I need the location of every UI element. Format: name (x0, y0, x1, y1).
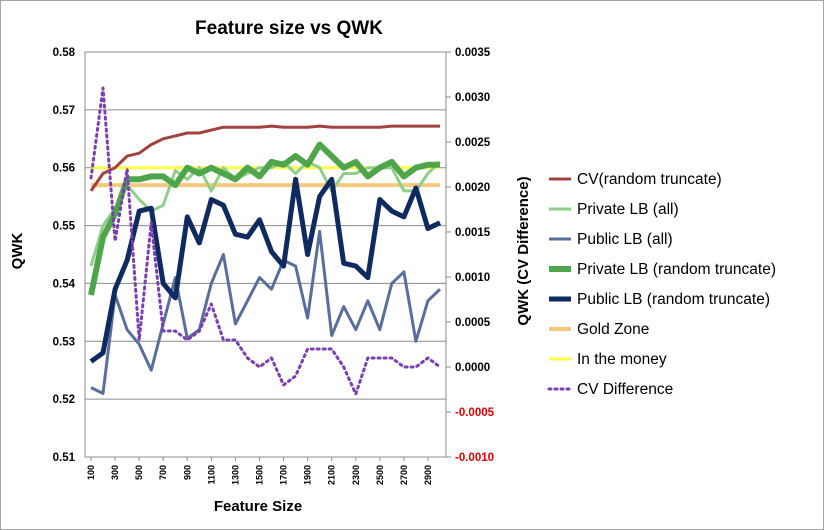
y2-tick-label: 0.0000 (455, 362, 490, 374)
chart-title: Feature size vs QWK (195, 18, 383, 39)
x-tick-label: 2700 (399, 465, 409, 485)
y2-tick-label: 0.0035 (455, 47, 491, 59)
y2-tick-label: 0.0015 (455, 227, 491, 239)
y2-axis-title: QWK (CV Difference) (515, 176, 532, 325)
legend-label: Private LB (random truncate) (577, 261, 776, 278)
legend-label: CV(random truncate) (577, 171, 722, 188)
y-tick-label: 0.51 (53, 452, 76, 464)
legend-label: In the money (577, 351, 667, 368)
legend: CV(random truncate) Private LB (all) Publi… (547, 171, 776, 398)
y2-tick-label: 0.0020 (455, 182, 490, 194)
x-tick-label: 1100 (206, 465, 216, 485)
x-axis-ticks: 100 300 500 700 900 1100 1300 1500 1700 1900 2100 2… (86, 457, 433, 485)
series-line-cv-difference (89, 86, 442, 396)
x-tick-label: 2900 (423, 465, 433, 485)
y-tick-label: 0.55 (53, 221, 76, 233)
y2-tick-label: 0.0025 (455, 137, 491, 149)
y2-tick-label: 0.0030 (455, 92, 490, 104)
y2-tick-label: -0.0005 (455, 407, 495, 419)
x-tick-label: 300 (110, 465, 120, 480)
legend-label: Gold Zone (577, 321, 649, 338)
x-tick-label: 1900 (303, 465, 313, 485)
y-axis-title: QWK (9, 233, 26, 270)
legend-label: CV Difference (577, 381, 673, 398)
y2-tick-label: 0.0010 (455, 272, 490, 284)
y2-tick-label: -0.0010 (455, 452, 494, 464)
y-tick-label: 0.57 (53, 105, 75, 117)
series-line-private-lb-random-truncate (88, 141, 440, 296)
y2-tick-label: 0.0005 (455, 317, 491, 329)
series-line-public-lb-all (90, 229, 442, 395)
x-tick-label: 700 (158, 465, 168, 480)
right-axis-ticks: -0.0010 -0.0005 0.0000 0.0005 0.0010 0.0015 0.… (446, 47, 495, 464)
legend-label: Private LB (all) (577, 201, 679, 218)
series-lines (88, 86, 442, 396)
x-tick-label: 2100 (327, 465, 337, 485)
y-tick-label: 0.52 (53, 394, 75, 406)
series-line-public-lb-random-truncate (89, 176, 442, 364)
x-axis-title: Feature Size (214, 498, 302, 515)
y-tick-label: 0.56 (53, 163, 75, 175)
legend-label: Public LB (all) (577, 231, 673, 248)
x-tick-label: 900 (182, 465, 192, 480)
x-tick-label: 2300 (351, 465, 361, 485)
x-tick-label: 1700 (279, 465, 289, 485)
series-line-cv-random-truncate (89, 124, 440, 192)
gridlines (84, 51, 447, 458)
y-tick-label: 0.58 (53, 47, 76, 59)
y-tick-label: 0.54 (53, 278, 76, 290)
legend-label: Public LB (random truncate) (577, 291, 770, 308)
x-tick-label: 1300 (230, 465, 240, 485)
x-tick-label: 2500 (375, 465, 385, 485)
x-tick-label: 500 (134, 465, 144, 480)
y-tick-label: 0.53 (53, 336, 75, 348)
x-tick-label: 100 (86, 465, 96, 480)
left-axis-ticks: 0.51 0.52 0.53 0.54 0.55 0.56 0.57 0.58 (53, 47, 76, 464)
x-tick-label: 1500 (254, 465, 264, 485)
